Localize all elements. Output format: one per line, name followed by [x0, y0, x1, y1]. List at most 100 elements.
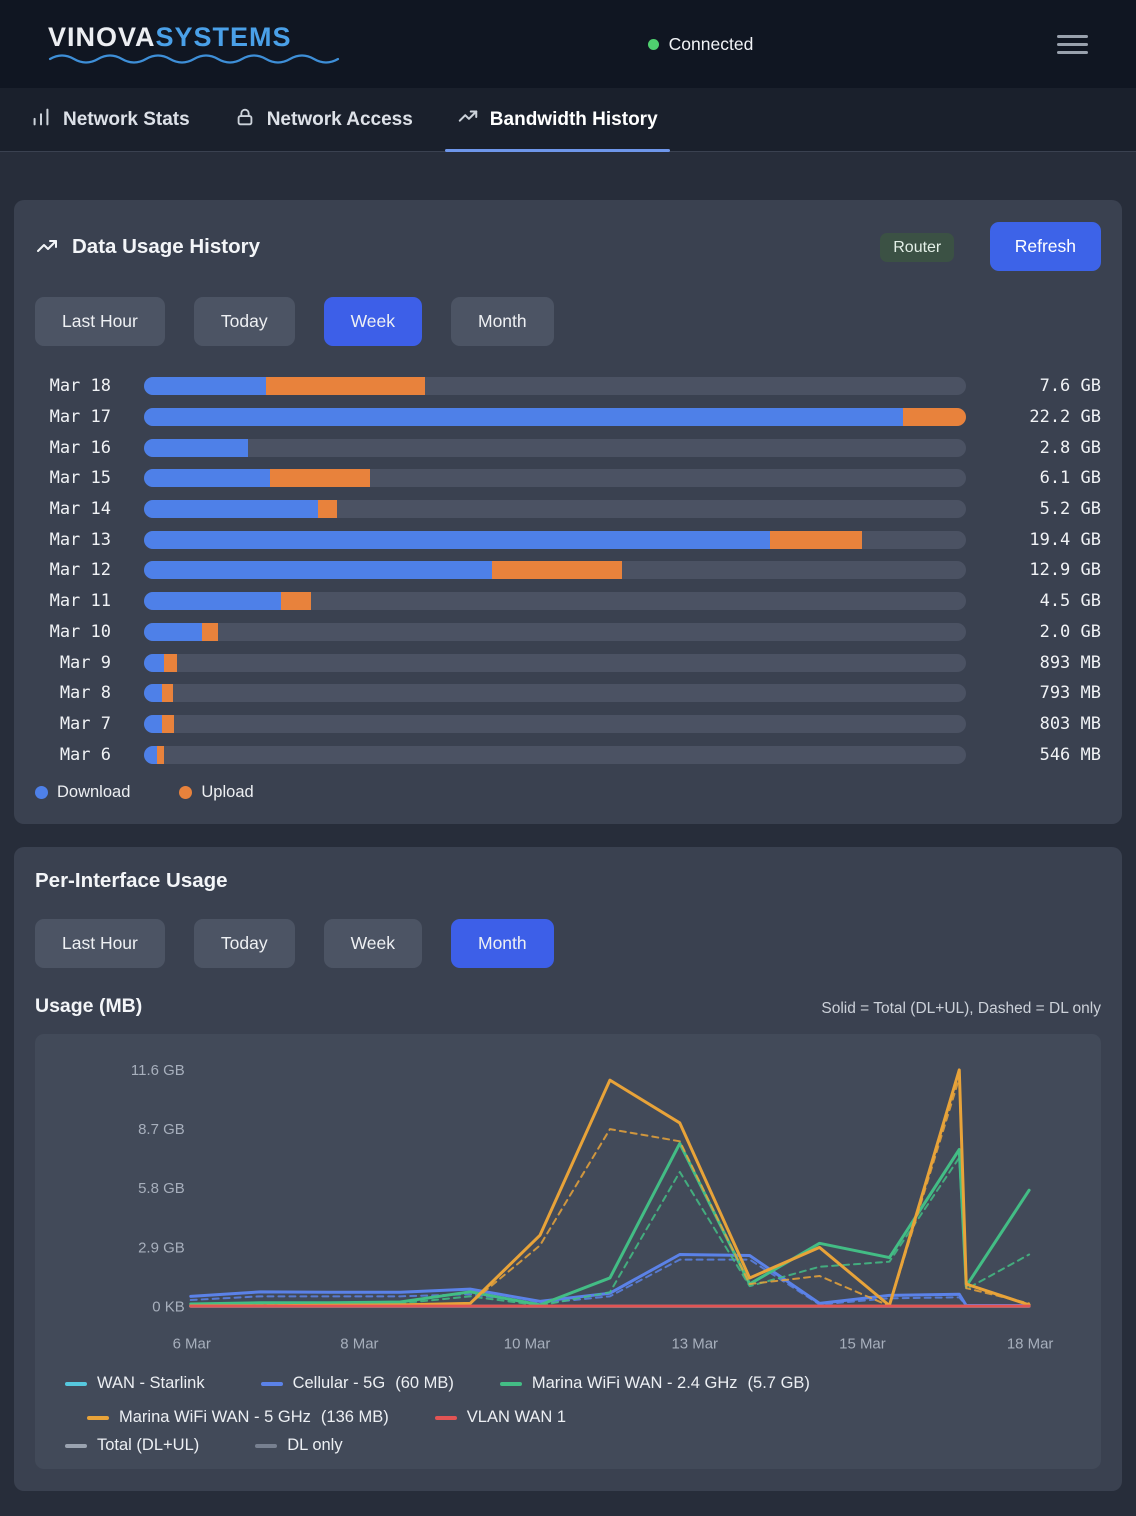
device-badge: Router [880, 233, 955, 262]
range-button-week[interactable]: Week [323, 297, 422, 346]
x-axis-tick: 10 Mar [504, 1335, 551, 1352]
line-legend-row: Marina WiFi WAN - 5 GHz (136 MB) VLAN WAN … [35, 1408, 1101, 1427]
download-bar [144, 561, 493, 580]
legend-dot-icon [179, 785, 193, 799]
legend-label: VLAN WAN 1 [466, 1408, 567, 1427]
legend-label: Marina WiFi WAN - 2.4 GHz [531, 1374, 738, 1393]
legend-label: Total (DL+UL) [97, 1436, 200, 1455]
download-bar [144, 530, 770, 549]
usage-row: Mar 17 22.2 GB [35, 402, 1101, 433]
range-button-today[interactable]: Today [193, 297, 295, 346]
upload-bar [903, 408, 966, 427]
range-button-month[interactable]: Month [451, 297, 554, 346]
hamburger-icon [1057, 34, 1088, 54]
usage-row-date: Mar 8 [59, 683, 111, 704]
series-line-marina-wifi-wan-5-ghz [189, 1068, 1031, 1308]
usage-row: Mar 16 2.8 GB [35, 432, 1101, 463]
trend-up-icon [457, 106, 479, 134]
range-button-week[interactable]: Week [323, 918, 422, 968]
logo-primary: VINOVA [48, 22, 156, 52]
usage-row-date: Mar 6 [59, 744, 111, 765]
legend-dot-icon [35, 785, 48, 799]
upload-bar [202, 622, 218, 641]
usage-row-total: 19.4 GB [1029, 529, 1101, 550]
usage-chart-header: Usage (MB) Solid = Total (DL+UL), Dashed… [35, 995, 1101, 1018]
tab-label: Network Stats [63, 108, 190, 130]
usage-row-date: Mar 16 [49, 437, 111, 458]
legend-dash-icon [65, 1382, 87, 1386]
line-legend-row: Total (DL+UL) DL only [35, 1436, 1101, 1455]
range-button-last-hour[interactable]: Last Hour [35, 297, 165, 346]
legend-item-download: Download [35, 783, 130, 802]
data-usage-card-header: Data Usage History Router Refresh [35, 222, 1101, 271]
usage-row-total: 22.2 GB [1029, 407, 1101, 428]
range-button-last-hour[interactable]: Last Hour [35, 918, 165, 968]
usage-row-total: 803 MB [1039, 713, 1101, 734]
usage-row-total: 2.8 GB [1039, 437, 1101, 458]
refresh-button[interactable]: Refresh [989, 222, 1101, 271]
usage-row: Mar 15 6.1 GB [35, 463, 1101, 494]
usage-row: Mar 12 12.9 GB [35, 555, 1101, 586]
range-button-today[interactable]: Today [193, 918, 295, 968]
upload-bar [269, 469, 370, 488]
main-content: Data Usage History Router Refresh Last H… [0, 152, 1136, 1492]
usage-row-total: 2.0 GB [1039, 621, 1101, 642]
series-line-marina-wifi-wan-5-ghz-dl-only [189, 1077, 1031, 1308]
usage-bar-track [144, 469, 966, 488]
y-axis-tick: 11.6 GB [131, 1062, 185, 1079]
tab-network-access[interactable]: Network Access [212, 88, 435, 151]
range-button-month[interactable]: Month [451, 918, 554, 968]
per-interface-card: Per-Interface Usage Last Hour Today Week Mo… [14, 846, 1122, 1492]
legend-item-dl-only: DL only [255, 1436, 352, 1455]
usage-row-date: Mar 17 [49, 407, 111, 428]
legend-label: DL only [287, 1436, 343, 1455]
legend-item-wan-starlink: WAN - Starlink [65, 1374, 215, 1393]
legend-dash-icon [65, 1444, 87, 1448]
legend-total: (5.7 GB) [747, 1374, 810, 1393]
usage-bar-track [144, 377, 966, 396]
series-line-cellular-5g [189, 1252, 1031, 1307]
legend-item-marina-wifi-wan-2-4-ghz: Marina WiFi WAN - 2.4 GHz (5.7 GB) [499, 1374, 810, 1393]
card-title-wrap: Data Usage History [35, 235, 260, 259]
bar-chart-icon [30, 106, 52, 134]
tab-network-stats[interactable]: Network Stats [8, 88, 212, 151]
status-label: Connected [668, 33, 754, 54]
logo-text: VINOVASYSTEMS [48, 24, 348, 51]
series-line-cellular-5g-dl-only [189, 1258, 1031, 1307]
download-bar [144, 377, 267, 396]
tab-bar: Network Stats Network Access Bandwidth His… [0, 88, 1136, 152]
daily-usage-bars: Mar 18 7.6 GB Mar 17 22.2 GB Mar 16 2.8 GB Mar… [35, 371, 1101, 770]
legend-total: (136 MB) [320, 1408, 389, 1427]
tab-bandwidth-history[interactable]: Bandwidth History [435, 88, 680, 152]
usage-bar-track [144, 438, 966, 457]
usage-row-date: Mar 15 [49, 468, 111, 489]
usage-row: Mar 11 4.5 GB [35, 586, 1101, 617]
legend-label: Cellular - 5G [292, 1374, 386, 1393]
usage-row: Mar 9 893 MB [35, 647, 1101, 678]
y-axis-tick: 8.7 GB [138, 1121, 185, 1138]
trend-up-icon [37, 239, 57, 252]
x-axis-tick: 18 Mar [1007, 1335, 1054, 1352]
usage-bar-track [144, 653, 966, 672]
x-axis-tick: 6 Mar [173, 1335, 211, 1352]
usage-row-date: Mar 14 [49, 499, 111, 520]
download-bar [144, 438, 248, 457]
menu-button[interactable] [1053, 26, 1092, 63]
per-interface-title: Per-Interface Usage [35, 868, 228, 892]
legend-item-upload: Upload [179, 783, 254, 802]
download-bar [144, 684, 162, 703]
usage-row-total: 6.1 GB [1039, 468, 1101, 489]
usage-history-range-buttons: Last Hour Today Week Month [35, 297, 1101, 346]
upload-bar [164, 653, 177, 672]
x-axis-tick: 13 Mar [671, 1335, 718, 1352]
legend-dash-icon [434, 1416, 457, 1420]
usage-row: Mar 7 803 MB [35, 709, 1101, 740]
usage-bar-track [144, 714, 966, 733]
usage-row-total: 12.9 GB [1029, 560, 1101, 581]
usage-row-date: Mar 12 [49, 560, 111, 581]
status-dot-icon [647, 38, 659, 50]
legend-dash-icon [260, 1382, 283, 1386]
lock-icon [234, 106, 256, 134]
legend-dash-icon [87, 1416, 109, 1420]
usage-row-date: Mar 10 [49, 621, 111, 642]
